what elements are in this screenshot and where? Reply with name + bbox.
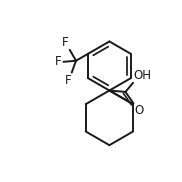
Text: F: F (55, 55, 61, 68)
Text: OH: OH (134, 69, 152, 82)
Text: O: O (135, 104, 144, 117)
Text: F: F (62, 36, 68, 49)
Text: F: F (64, 74, 71, 87)
